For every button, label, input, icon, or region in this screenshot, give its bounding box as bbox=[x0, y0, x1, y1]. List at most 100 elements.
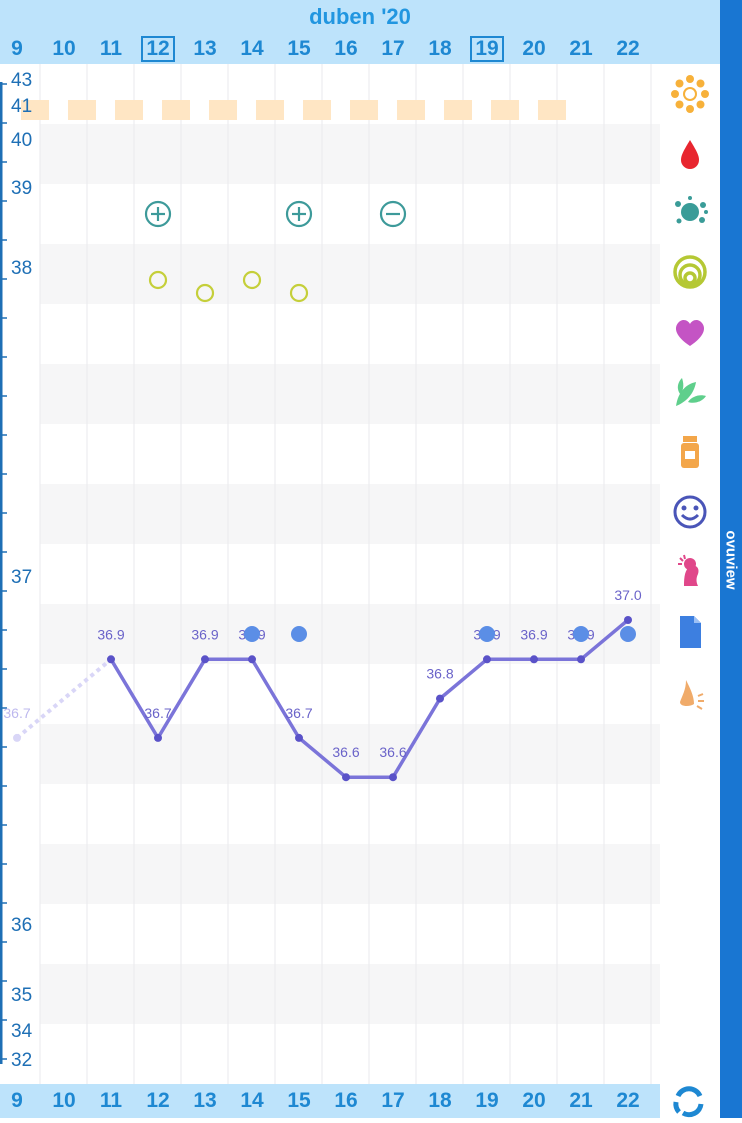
sun-icon[interactable] bbox=[660, 74, 720, 122]
period-day-marker[interactable] bbox=[162, 100, 190, 120]
document-icon[interactable] bbox=[660, 612, 720, 660]
y-axis-label: 38 bbox=[11, 258, 33, 279]
cervix-marker[interactable] bbox=[242, 270, 262, 290]
footer-day-label[interactable]: 18 bbox=[428, 1089, 452, 1112]
drop-icon[interactable] bbox=[660, 134, 720, 182]
cervix-marker[interactable] bbox=[289, 283, 309, 303]
brand-label: ovuview bbox=[722, 530, 740, 590]
footer-day-label[interactable]: 20 bbox=[522, 1089, 546, 1112]
month-label[interactable]: duben '20 bbox=[309, 4, 411, 29]
temperature-chart[interactable]: 36.736.936.736.936.936.736.636.636.836.9… bbox=[0, 64, 660, 1084]
intercourse-dot[interactable] bbox=[620, 626, 636, 642]
period-day-marker[interactable] bbox=[21, 100, 49, 120]
temperature-point[interactable] bbox=[107, 655, 115, 664]
grid-band bbox=[40, 124, 660, 184]
refresh-icon[interactable] bbox=[670, 1082, 708, 1118]
temperature-point[interactable] bbox=[436, 694, 444, 703]
y-axis-label: 35 bbox=[11, 985, 33, 1006]
temperature-point[interactable] bbox=[389, 773, 397, 782]
header-day-label[interactable]: 14 bbox=[240, 37, 264, 60]
temperature-point[interactable] bbox=[13, 733, 21, 742]
footer-day-label[interactable]: 13 bbox=[193, 1089, 217, 1112]
period-day-marker[interactable] bbox=[68, 100, 96, 120]
header-day-label[interactable]: 10 bbox=[52, 37, 76, 60]
calendar-footer bbox=[0, 1084, 660, 1118]
header-day-label[interactable]: 20 bbox=[522, 37, 546, 60]
period-day-marker[interactable] bbox=[491, 100, 519, 120]
footer-day-label[interactable]: 9 bbox=[11, 1089, 23, 1112]
temperature-value-label: 36.8 bbox=[426, 666, 453, 682]
grid-band bbox=[40, 364, 660, 424]
intercourse-dot[interactable] bbox=[291, 626, 307, 642]
pill-bottle-icon[interactable] bbox=[660, 432, 720, 480]
footer-day-label[interactable]: 15 bbox=[287, 1089, 311, 1112]
period-day-marker[interactable] bbox=[115, 100, 143, 120]
temperature-line[interactable] bbox=[109, 618, 630, 779]
header-day-label[interactable]: 11 bbox=[99, 37, 123, 60]
header-day-label[interactable]: 19 bbox=[470, 36, 504, 62]
y-axis-label: 39 bbox=[11, 178, 33, 199]
temperature-point[interactable] bbox=[248, 655, 256, 664]
y-axis-label: 36 bbox=[11, 915, 33, 936]
header-day-label[interactable]: 13 bbox=[193, 37, 217, 60]
period-day-marker[interactable] bbox=[397, 100, 425, 120]
splash-icon[interactable] bbox=[660, 192, 720, 240]
period-day-marker[interactable] bbox=[209, 100, 237, 120]
header-day-label[interactable]: 9 bbox=[11, 37, 23, 60]
footer-day-label[interactable]: 12 bbox=[146, 1089, 170, 1112]
header-day-label[interactable]: 22 bbox=[616, 37, 640, 60]
footer-day-label[interactable]: 11 bbox=[99, 1089, 123, 1112]
footer-day-label[interactable]: 14 bbox=[240, 1089, 264, 1112]
grid-band bbox=[40, 964, 660, 1024]
nose-icon[interactable] bbox=[660, 674, 720, 722]
y-axis-label: 43 bbox=[11, 70, 33, 91]
cervix-marker[interactable] bbox=[148, 270, 168, 290]
temperature-point[interactable] bbox=[154, 733, 162, 742]
temperature-value-label: 36.9 bbox=[191, 626, 218, 642]
period-day-marker[interactable] bbox=[256, 100, 284, 120]
header-day-label[interactable]: 21 bbox=[569, 37, 593, 60]
period-day-marker[interactable] bbox=[350, 100, 378, 120]
temperature-point[interactable] bbox=[295, 733, 303, 742]
header-day-label[interactable]: 16 bbox=[334, 37, 358, 60]
y-axis-label: 32 bbox=[11, 1050, 33, 1071]
test-result-marker[interactable] bbox=[144, 200, 172, 228]
intercourse-dot[interactable] bbox=[573, 626, 589, 642]
rings-icon[interactable] bbox=[660, 252, 720, 300]
period-day-marker[interactable] bbox=[303, 100, 331, 120]
header-day-label[interactable]: 12 bbox=[141, 36, 175, 62]
y-axis-label: 37 bbox=[11, 567, 33, 588]
leaf-icon[interactable] bbox=[660, 372, 720, 420]
temperature-point[interactable] bbox=[577, 655, 585, 664]
temperature-value-label: 36.6 bbox=[332, 744, 359, 760]
header-day-label[interactable]: 18 bbox=[428, 37, 452, 60]
temperature-value-label: 36.7 bbox=[3, 705, 30, 721]
footer-day-label[interactable]: 22 bbox=[616, 1089, 640, 1112]
footer-day-label[interactable]: 19 bbox=[475, 1089, 499, 1112]
test-result-marker[interactable] bbox=[379, 200, 407, 228]
temperature-value-label: 37.0 bbox=[614, 587, 641, 603]
header-day-label[interactable]: 17 bbox=[381, 37, 405, 60]
heart-icon[interactable] bbox=[660, 312, 720, 360]
footer-day-label[interactable]: 17 bbox=[381, 1089, 405, 1112]
intercourse-dot[interactable] bbox=[479, 626, 495, 642]
smiley-icon[interactable] bbox=[660, 492, 720, 540]
calendar-header: duben '20 bbox=[0, 0, 720, 64]
footer-day-label[interactable]: 21 bbox=[569, 1089, 593, 1112]
temperature-point[interactable] bbox=[624, 616, 632, 624]
test-result-marker[interactable] bbox=[285, 200, 313, 228]
temperature-point[interactable] bbox=[483, 655, 491, 664]
temperature-point[interactable] bbox=[530, 655, 538, 664]
temperature-point[interactable] bbox=[342, 773, 350, 782]
header-day-label[interactable]: 15 bbox=[287, 37, 311, 60]
grid-band bbox=[40, 844, 660, 904]
period-day-marker[interactable] bbox=[538, 100, 566, 120]
period-day-marker[interactable] bbox=[444, 100, 472, 120]
footer-day-label[interactable]: 10 bbox=[52, 1089, 76, 1112]
cervix-marker[interactable] bbox=[195, 283, 215, 303]
grid-band bbox=[40, 244, 660, 304]
intercourse-dot[interactable] bbox=[244, 626, 260, 642]
person-icon[interactable] bbox=[660, 552, 720, 600]
temperature-point[interactable] bbox=[201, 655, 209, 664]
footer-day-label[interactable]: 16 bbox=[334, 1089, 358, 1112]
